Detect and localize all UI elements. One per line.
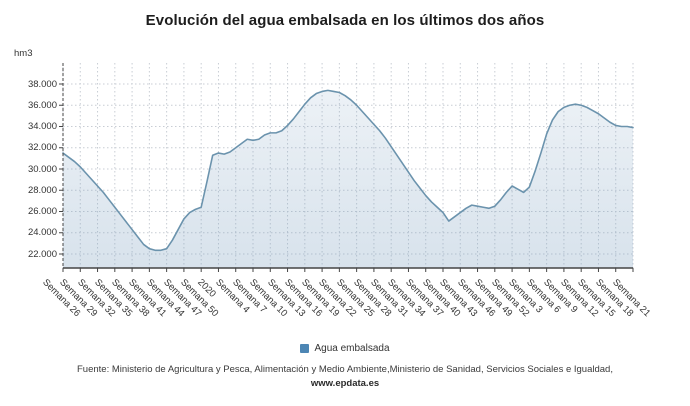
area-chart <box>59 63 634 272</box>
y-tick-label: 36.000 <box>27 99 57 111</box>
y-tick-label: 24.000 <box>27 227 57 239</box>
axes <box>59 63 634 272</box>
y-tick-label: 28.000 <box>27 184 57 196</box>
website-text: www.epdata.es <box>310 378 380 389</box>
y-tick-label: 30.000 <box>27 163 57 175</box>
chart-title: Evolución del agua embalsada en los últi… <box>145 12 545 29</box>
y-axis-unit-label: hm3 <box>14 48 33 59</box>
y-tick-label: 34.000 <box>27 121 57 132</box>
legend-marker-icon <box>300 344 310 353</box>
y-tick-label: 22.000 <box>27 248 57 260</box>
legend: Agua embalsada <box>0 343 690 354</box>
area-fill <box>63 90 633 268</box>
y-tick-label: 26.000 <box>27 206 57 217</box>
y-tick-label: 38.000 <box>27 78 57 90</box>
y-tick-label: 32.000 <box>27 142 57 154</box>
legend-label: Agua embalsada <box>314 343 390 354</box>
source-text: Fuente: Ministerio de Agricultura y Pesc… <box>77 364 613 375</box>
data-line <box>62 89 634 252</box>
